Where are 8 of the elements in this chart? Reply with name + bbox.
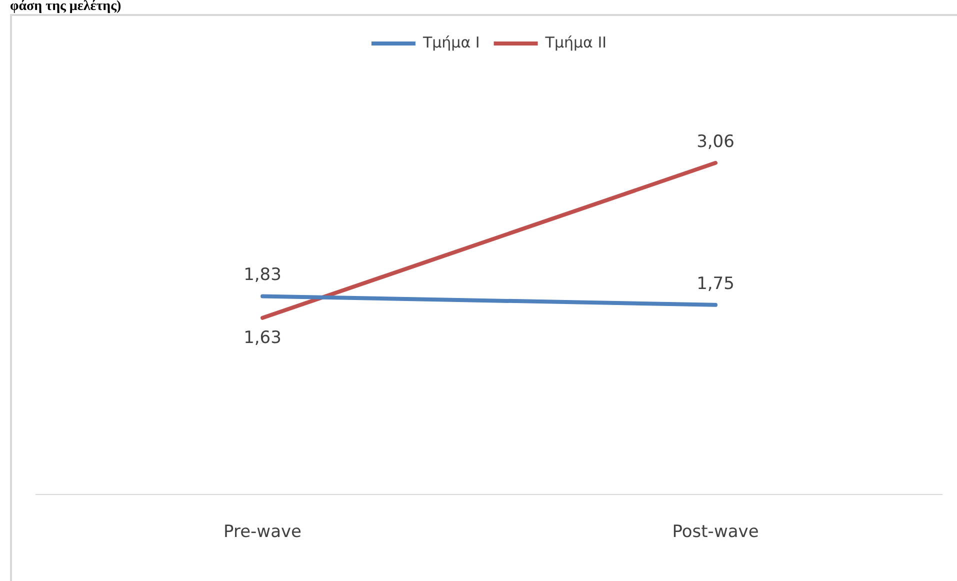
data-label: 3,06: [696, 132, 734, 152]
data-label: 1,75: [696, 274, 734, 294]
x-tick-label: Post-wave: [672, 522, 759, 542]
data-label: 1,63: [244, 328, 282, 348]
legend-label: Τμήμα II: [544, 33, 607, 52]
x-tick-label: Pre-wave: [223, 522, 302, 542]
data-label: 1,83: [244, 265, 282, 286]
legend-label: Τμήμα I: [422, 33, 480, 52]
